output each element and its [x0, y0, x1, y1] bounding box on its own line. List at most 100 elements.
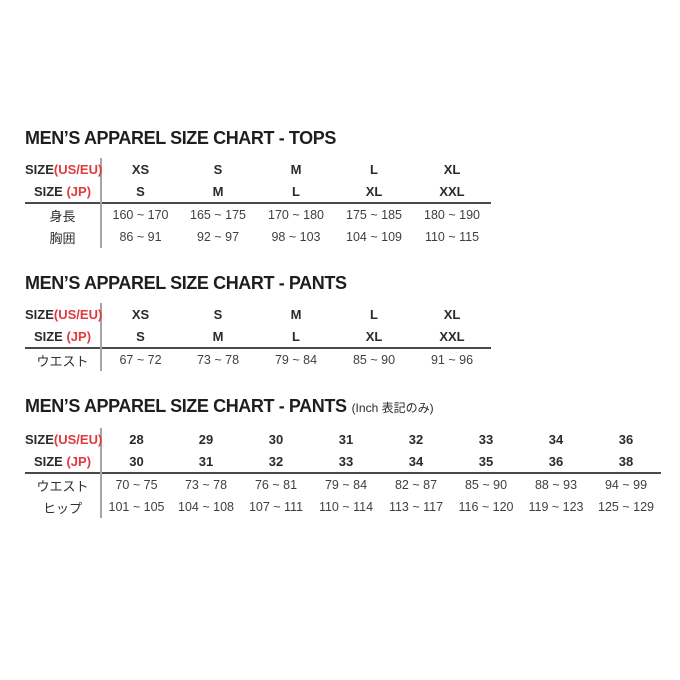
range-value: 79 ~ 84: [257, 347, 335, 371]
size-value: M: [290, 306, 302, 322]
range-value: 82 ~ 87: [381, 472, 451, 496]
size-label-region: (JP): [66, 183, 92, 199]
range-value: 98 ~ 103: [271, 230, 321, 244]
table-row-height: 身長 160 ~ 170 165 ~ 175 170 ~ 180 175 ~ 1…: [25, 202, 491, 226]
table-row-size-useu: SIZE(US/EU) XS S M L XL: [25, 303, 491, 325]
section-pants-inch: MEN’S APPAREL SIZE CHART - PANTS (Inch 表記…: [25, 396, 670, 518]
range-value: 107 ~ 111: [248, 500, 304, 514]
range-value: 165 ~ 175: [179, 202, 257, 226]
range-value: 175 ~ 185: [335, 202, 413, 226]
section-title-pants: MEN’S APPAREL SIZE CHART - PANTS: [25, 273, 670, 294]
size-value: M: [290, 161, 302, 177]
range-value: 70 ~ 75: [101, 472, 171, 496]
row-header-hip: ヒップ: [25, 496, 102, 518]
section-tops: MEN’S APPAREL SIZE CHART - TOPS SIZE(US/…: [25, 128, 670, 248]
range-value: 86 ~ 91: [119, 230, 162, 244]
table-row-size-useu: SIZE(US/EU) XS S M L XL: [25, 158, 491, 180]
size-value: XS: [131, 306, 150, 322]
row-header-size-jp: SIZE (JP): [25, 325, 102, 348]
size-value: L: [370, 306, 378, 322]
size-label: SIZE: [33, 183, 67, 199]
table-row-waist: ウエスト 67 ~ 72 73 ~ 78 79 ~ 84 85 ~ 90 91 …: [25, 347, 491, 371]
range-value: 91 ~ 96: [413, 347, 491, 371]
range-value: 125 ~ 129: [598, 500, 654, 514]
pants-size-table: SIZE(US/EU) XS S M L XL SIZE (JP) S M L …: [25, 303, 491, 371]
size-value: XS: [131, 161, 150, 177]
size-value: 32: [268, 453, 284, 469]
range-value: 79 ~ 84: [311, 472, 381, 496]
range-value: 73 ~ 78: [171, 472, 241, 496]
size-value: L: [292, 328, 300, 344]
size-value: XL: [365, 328, 383, 344]
section-title-text: MEN’S APPAREL SIZE CHART - PANTS: [25, 273, 347, 293]
size-value: XL: [443, 161, 461, 177]
row-header-size-jp: SIZE (JP): [25, 180, 102, 203]
section-title-text: MEN’S APPAREL SIZE CHART - TOPS: [25, 128, 336, 148]
table-row-waist: ウエスト 70 ~ 75 73 ~ 78 76 ~ 81 79 ~ 84 82 …: [25, 472, 661, 496]
size-value: 32: [408, 431, 424, 447]
table-row-size-jp: SIZE (JP) S M L XL XXL: [25, 325, 491, 348]
size-label: SIZE: [33, 328, 67, 344]
size-value: 30: [129, 453, 144, 469]
range-value: 85 ~ 90: [335, 347, 413, 371]
size-value: S: [136, 183, 145, 199]
range-value: 116 ~ 120: [458, 500, 514, 514]
size-value: L: [292, 183, 300, 199]
row-header-chest: 胸囲: [25, 226, 102, 248]
range-value: 76 ~ 81: [241, 472, 311, 496]
table-row-size-useu: SIZE(US/EU) 28 29 30 31 32 33 34 36: [25, 428, 661, 450]
size-value: M: [212, 183, 224, 199]
size-value: 29: [198, 431, 214, 447]
size-label-region: (US/EU): [53, 431, 103, 447]
range-value: 160 ~ 170: [101, 202, 179, 226]
section-title-text: MEN’S APPAREL SIZE CHART - PANTS: [25, 396, 347, 416]
row-header-waist: ウエスト: [25, 472, 102, 496]
range-value: 170 ~ 180: [257, 202, 335, 226]
size-value: 36: [618, 431, 634, 447]
range-value: 180 ~ 190: [413, 202, 491, 226]
tops-size-table: SIZE(US/EU) XS S M L XL SIZE (JP) S M L …: [25, 158, 491, 248]
row-header-size-useu: SIZE(US/EU): [25, 428, 103, 450]
range-value: 92 ~ 97: [196, 230, 240, 244]
range-value: 119 ~ 123: [528, 500, 584, 514]
range-value: 113 ~ 117: [388, 500, 444, 514]
size-value: XXL: [439, 183, 465, 199]
table-row-hip: ヒップ 101 ~ 105 104 ~ 108 107 ~ 111 110 ~ …: [25, 496, 661, 518]
row-header-size-useu: SIZE(US/EU): [25, 158, 103, 180]
size-label-region: (JP): [66, 328, 92, 344]
row-header-size-jp: SIZE (JP): [25, 450, 102, 473]
size-label-region: (US/EU): [53, 161, 103, 177]
section-title-pants-inch: MEN’S APPAREL SIZE CHART - PANTS (Inch 表記…: [25, 396, 670, 419]
range-value: 67 ~ 72: [101, 347, 179, 371]
size-value: 34: [548, 431, 564, 447]
size-value: 38: [618, 453, 634, 469]
size-value: 28: [129, 431, 144, 447]
size-value: S: [213, 306, 223, 322]
range-value: 85 ~ 90: [451, 472, 521, 496]
size-label: SIZE: [33, 453, 67, 469]
range-value: 104 ~ 108: [178, 500, 234, 514]
size-value: 30: [268, 431, 284, 447]
section-pants: MEN’S APPAREL SIZE CHART - PANTS SIZE(US…: [25, 273, 670, 371]
size-value: 33: [338, 453, 354, 469]
size-value: 33: [478, 431, 494, 447]
size-value: 34: [408, 453, 424, 469]
range-value: 94 ~ 99: [591, 472, 661, 496]
table-row-size-jp: SIZE (JP) S M L XL XXL: [25, 180, 491, 203]
table-row-size-jp: SIZE (JP) 30 31 32 33 34 35 36 38: [25, 450, 661, 473]
size-label-region: (JP): [66, 453, 92, 469]
range-value: 110 ~ 114: [318, 500, 374, 514]
size-value: S: [213, 161, 223, 177]
range-value: 101 ~ 105: [108, 500, 165, 514]
size-value: 31: [198, 453, 214, 469]
section-title-tops: MEN’S APPAREL SIZE CHART - TOPS: [25, 128, 670, 149]
size-value: 31: [338, 431, 354, 447]
range-value: 110 ~ 115: [424, 230, 480, 244]
size-value: XL: [443, 306, 461, 322]
size-value: 36: [548, 453, 564, 469]
size-value: L: [370, 161, 378, 177]
size-value: 35: [478, 453, 494, 469]
size-label: SIZE: [25, 161, 54, 177]
size-value: S: [136, 328, 145, 344]
